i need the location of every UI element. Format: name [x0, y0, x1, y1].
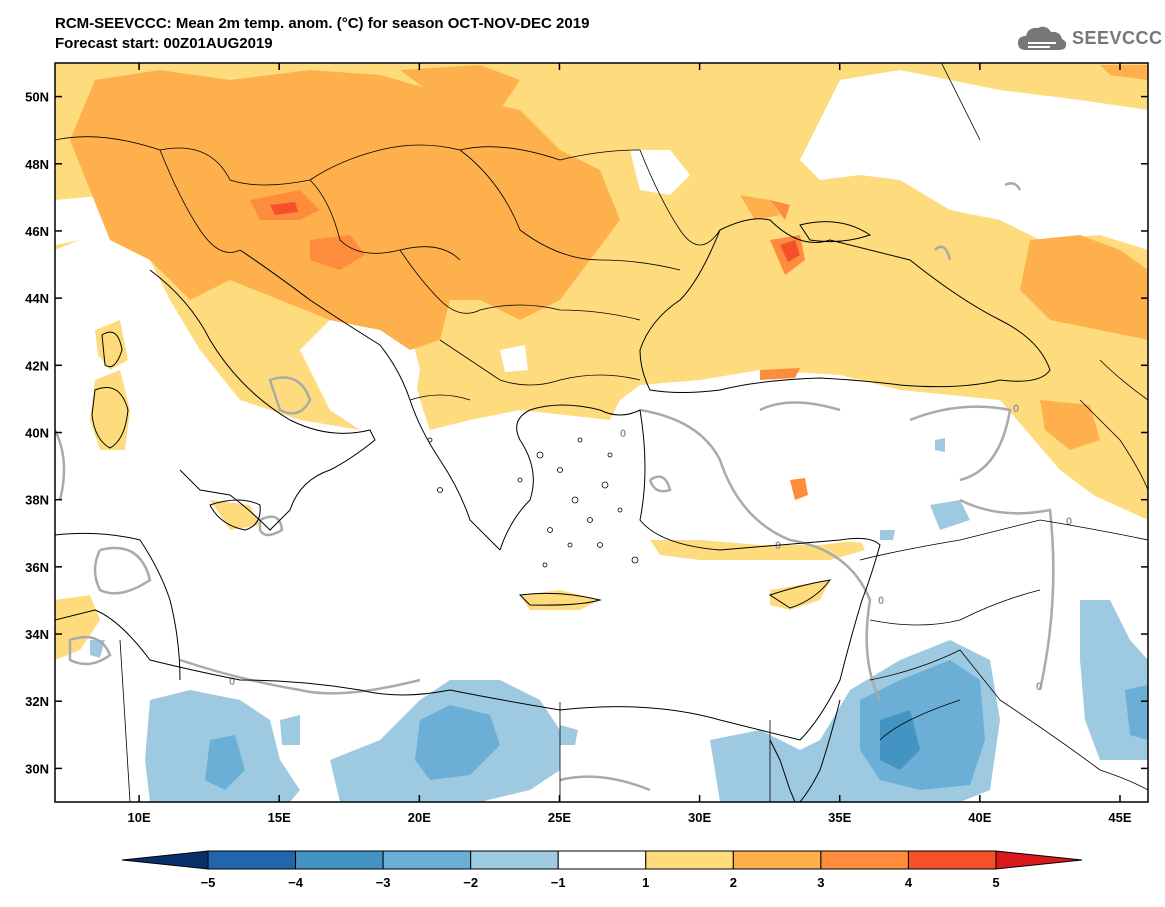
- colorbar-swatch: [295, 850, 384, 870]
- colorbar-swatch: [732, 850, 822, 870]
- colorbar-swatch: [907, 850, 997, 870]
- lon-label: 35E: [828, 810, 851, 825]
- colorbar-label: −5: [201, 875, 216, 890]
- lon-label: 10E: [128, 810, 151, 825]
- cold-anomaly-3-4: [880, 710, 920, 770]
- contour-label: 0: [878, 595, 884, 607]
- forecast-start: Forecast start: 00Z01AUG2019: [55, 35, 273, 52]
- contour-label: 0: [1013, 403, 1019, 415]
- warm-anomaly-4-5: [270, 202, 800, 262]
- colorbar-label: −4: [288, 875, 304, 890]
- colorbar-low-arrow: [121, 850, 209, 870]
- contour-label: 0: [1066, 516, 1072, 528]
- lon-label: 30E: [688, 810, 711, 825]
- lon-label: 40E: [968, 810, 991, 825]
- lat-label: 34N: [25, 627, 49, 642]
- colorbar-swatch: [382, 850, 472, 870]
- lat-label: 48N: [25, 157, 49, 172]
- colorbar-swatch: [820, 850, 909, 870]
- lon-label: 15E: [268, 810, 291, 825]
- logo-text: SEEVCCC: [1072, 27, 1163, 48]
- lat-label: 30N: [25, 761, 49, 776]
- latitude-axis: 50N 48N 46N 44N 42N 40N 38N 36N 34N 32N 30N: [25, 90, 1148, 776]
- map-plot-area: 0 0 0 0 0 0 0: [55, 63, 1148, 802]
- colorbar-swatch: [557, 850, 647, 870]
- seevccc-logo: SEEVCCC: [1016, 24, 1163, 52]
- lat-label: 44N: [25, 291, 49, 306]
- colorbar-label: 3: [817, 875, 824, 890]
- colorbar-label: 1: [642, 875, 649, 890]
- lon-label: 45E: [1108, 810, 1131, 825]
- colorbar-label: 2: [730, 875, 737, 890]
- colorbar-swatch: [207, 850, 297, 870]
- colorbar-swatch: [470, 850, 559, 870]
- colorbar: −5 −4 −3 −2 −1 1 2 3 4 5: [121, 850, 1083, 890]
- longitude-axis: 10E 15E 20E 25E 30E 35E 40E 45E: [128, 63, 1132, 825]
- lon-label: 25E: [548, 810, 571, 825]
- title-block: RCM-SEEVCCC: Mean 2m temp. anom. (°C) fo…: [55, 14, 589, 54]
- lon-label: 20E: [408, 810, 431, 825]
- contour-label: 0: [620, 428, 626, 440]
- contour-labels: 0 0 0 0 0 0 0: [229, 403, 1072, 693]
- lat-label: 42N: [25, 358, 49, 373]
- colorbar-label: −3: [376, 875, 391, 890]
- map-title: RCM-SEEVCCC: Mean 2m temp. anom. (°C) fo…: [55, 15, 590, 32]
- coastlines: [55, 218, 1051, 802]
- zero-contours: [55, 182, 1055, 792]
- colorbar-swatch: [645, 850, 734, 870]
- colorbar-label: −2: [463, 875, 478, 890]
- warm-anomaly-2-3: [70, 65, 1148, 450]
- lat-label: 38N: [25, 493, 49, 508]
- colorbar-label: 5: [992, 875, 999, 890]
- contour-label: 0: [775, 540, 781, 552]
- lat-label: 40N: [25, 426, 49, 441]
- colorbar-label: 4: [905, 875, 913, 890]
- contour-label: 0: [1036, 681, 1042, 693]
- lat-label: 36N: [25, 560, 49, 575]
- country-borders: [55, 63, 1148, 802]
- contour-label: 0: [229, 676, 235, 688]
- aegean-islands: [427, 437, 639, 568]
- colorbar-high-arrow: [995, 850, 1083, 870]
- lat-label: 50N: [25, 90, 49, 105]
- colorbar-label: −1: [551, 875, 566, 890]
- lat-label: 46N: [25, 224, 49, 239]
- cloud-icon: [1018, 26, 1067, 50]
- lat-label: 32N: [25, 694, 49, 709]
